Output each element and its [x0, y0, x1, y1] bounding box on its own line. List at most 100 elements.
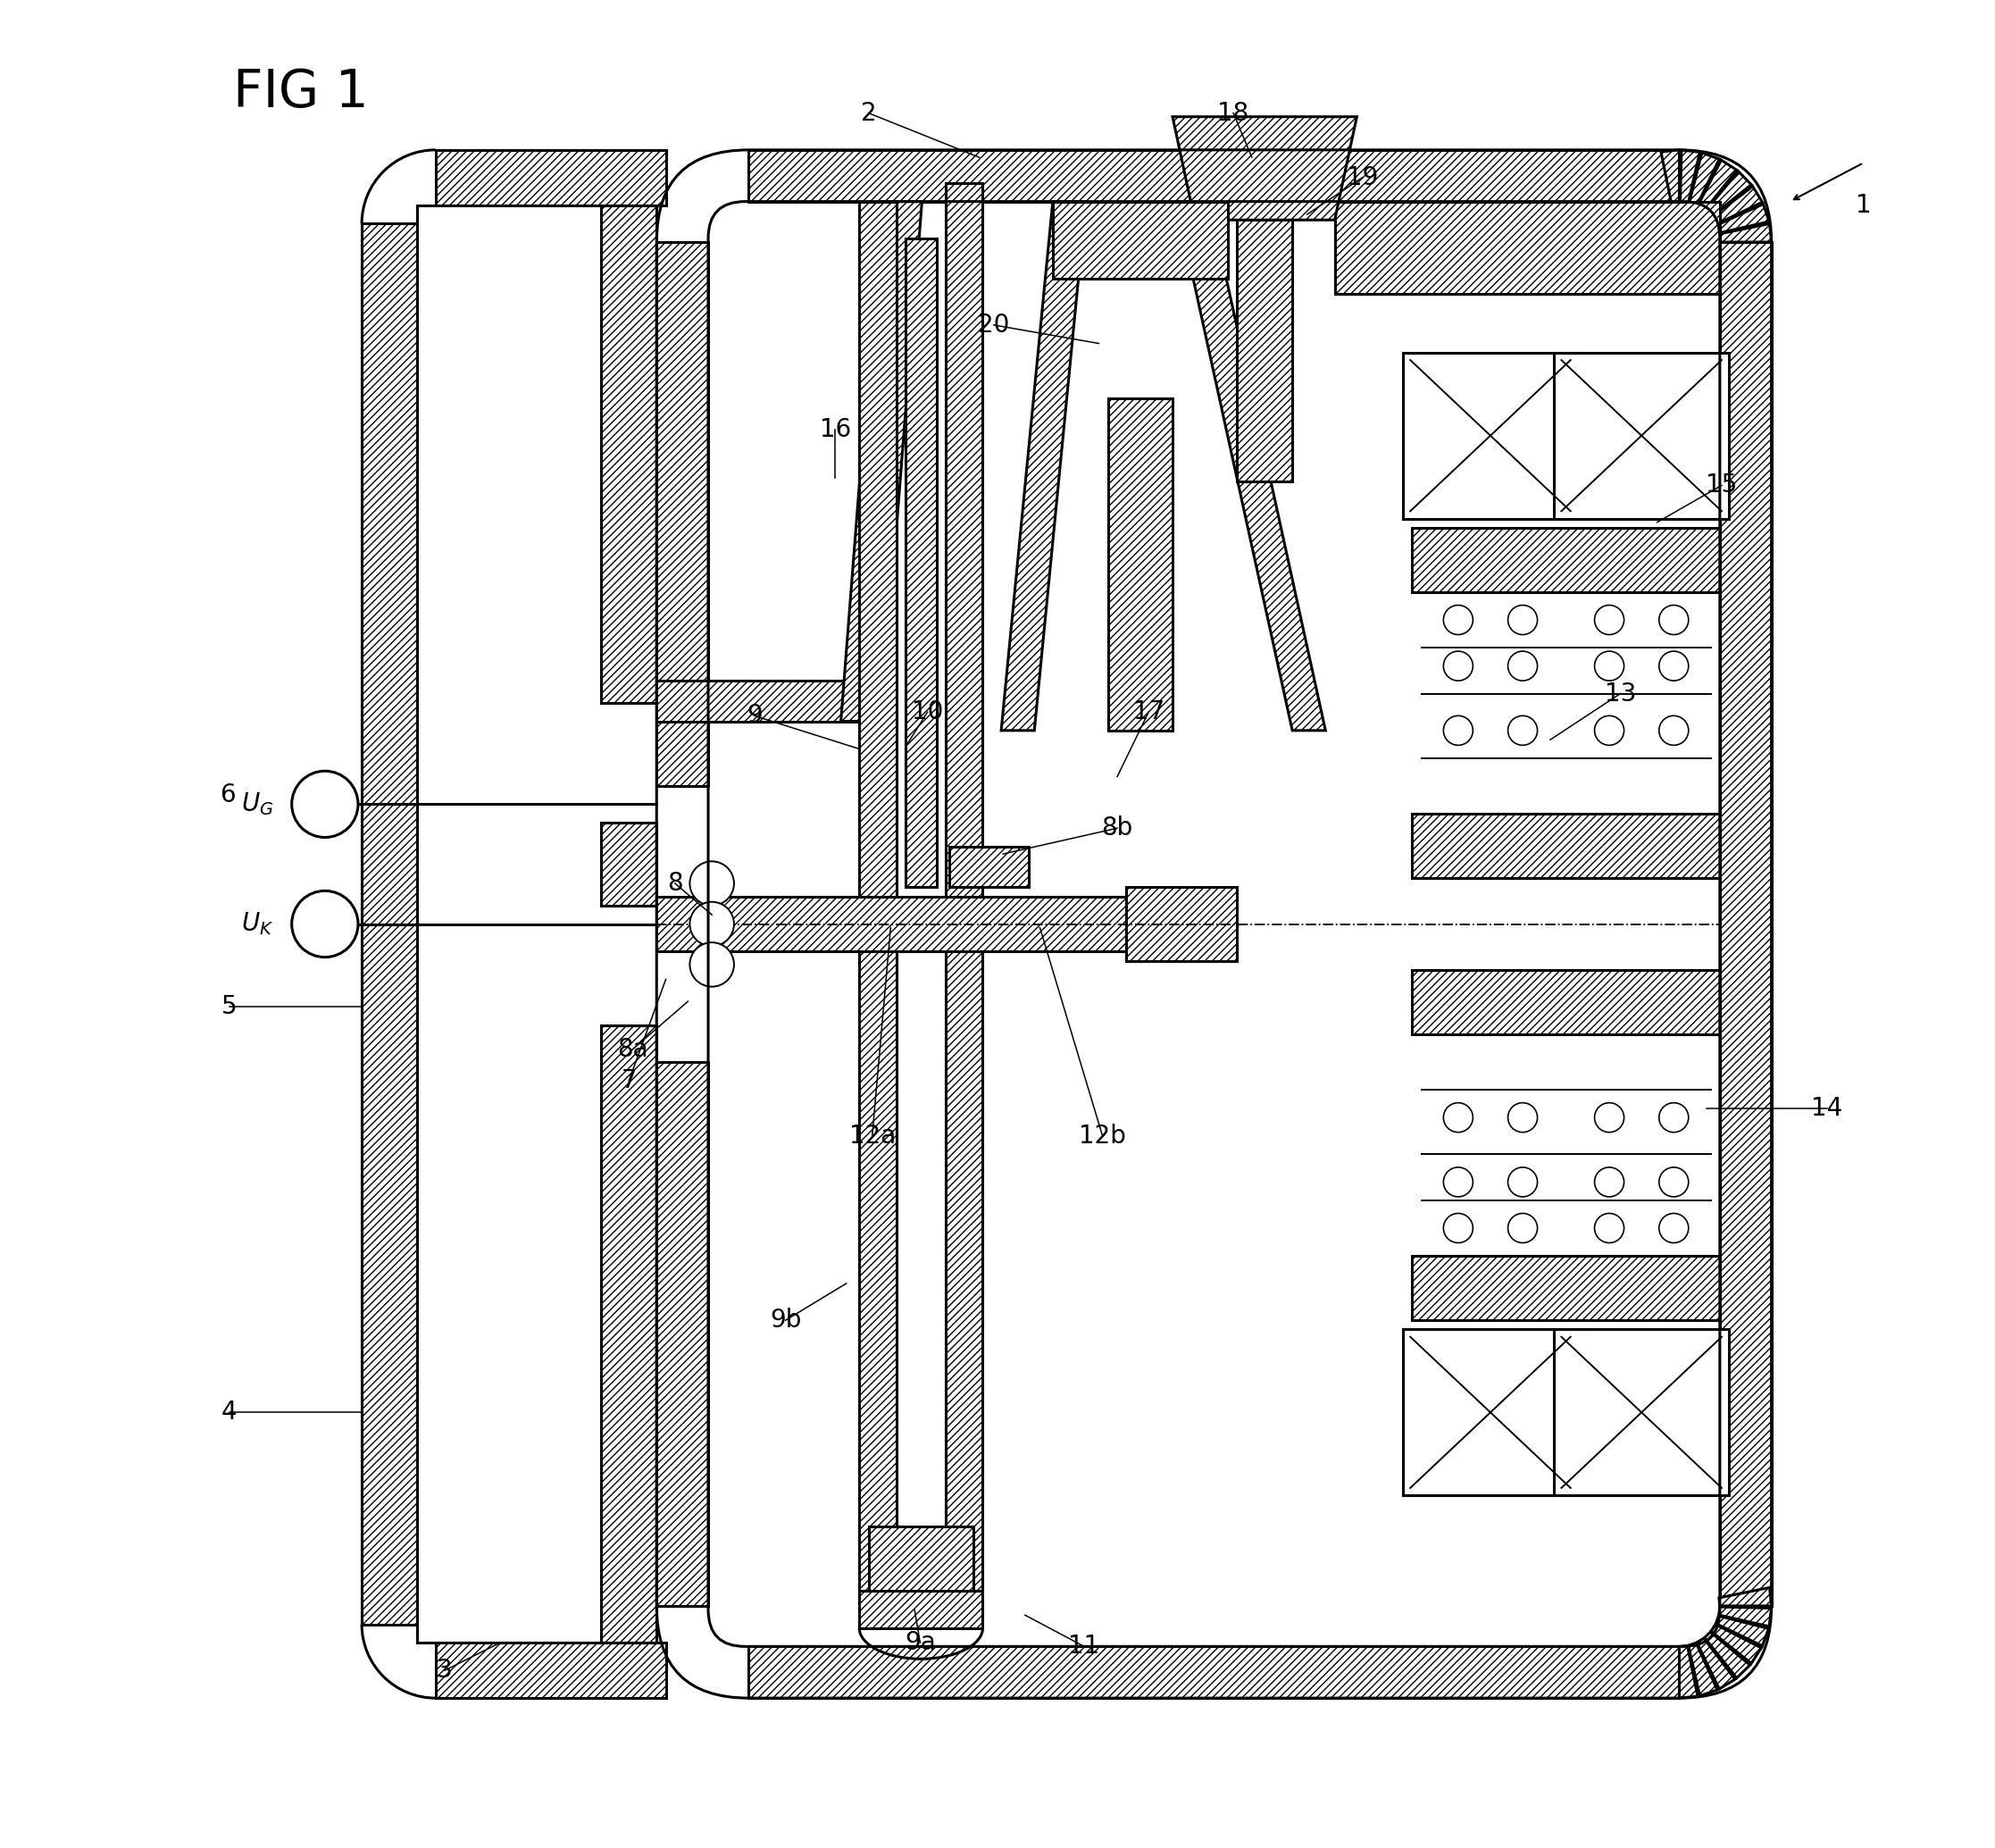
Polygon shape	[1237, 220, 1293, 482]
Text: 2: 2	[860, 100, 876, 126]
Polygon shape	[1402, 1329, 1578, 1495]
Circle shape	[1594, 1214, 1624, 1244]
Circle shape	[1660, 650, 1688, 680]
Circle shape	[1508, 715, 1538, 745]
Text: 16: 16	[820, 418, 852, 442]
Polygon shape	[1698, 1637, 1736, 1689]
Text: 7: 7	[620, 1068, 636, 1094]
Text: 18: 18	[1217, 100, 1249, 126]
Circle shape	[1444, 1103, 1472, 1133]
Text: 5: 5	[221, 994, 237, 1020]
Polygon shape	[1680, 1647, 1698, 1698]
Circle shape	[690, 902, 734, 946]
Circle shape	[1444, 1168, 1472, 1198]
Polygon shape	[868, 1526, 974, 1591]
Circle shape	[690, 942, 734, 987]
Circle shape	[1594, 1168, 1624, 1198]
Circle shape	[1444, 715, 1472, 745]
Polygon shape	[1412, 970, 1720, 1035]
Polygon shape	[1716, 1615, 1770, 1647]
Polygon shape	[1402, 353, 1578, 519]
Polygon shape	[1662, 150, 1680, 201]
Text: 10: 10	[912, 700, 944, 724]
Polygon shape	[1001, 201, 1085, 730]
Text: 3: 3	[437, 1658, 453, 1684]
Polygon shape	[860, 201, 896, 1591]
Circle shape	[1508, 604, 1538, 634]
Polygon shape	[1107, 399, 1173, 730]
Circle shape	[1444, 650, 1472, 680]
Polygon shape	[435, 1643, 666, 1698]
Circle shape	[1660, 715, 1688, 745]
Polygon shape	[361, 224, 417, 1624]
Text: 15: 15	[1706, 473, 1738, 497]
Polygon shape	[1680, 150, 1700, 203]
Polygon shape	[600, 1026, 656, 1643]
Text: 13: 13	[1604, 682, 1636, 706]
Polygon shape	[600, 205, 656, 702]
Circle shape	[1444, 1214, 1472, 1244]
Circle shape	[1660, 1103, 1688, 1133]
Polygon shape	[1690, 153, 1720, 205]
Polygon shape	[1177, 201, 1325, 730]
Circle shape	[291, 891, 357, 957]
Circle shape	[1594, 1103, 1624, 1133]
Circle shape	[1508, 1168, 1538, 1198]
Text: 9b: 9b	[770, 1308, 802, 1332]
Text: 19: 19	[1347, 164, 1379, 190]
Text: 9a: 9a	[904, 1630, 936, 1656]
Polygon shape	[435, 150, 666, 205]
Polygon shape	[906, 238, 938, 887]
Polygon shape	[1698, 161, 1738, 211]
Polygon shape	[1173, 116, 1357, 220]
Polygon shape	[656, 896, 1127, 952]
Text: 11: 11	[1069, 1634, 1099, 1660]
Polygon shape	[1720, 1608, 1772, 1626]
Circle shape	[1508, 650, 1538, 680]
Polygon shape	[748, 1647, 1680, 1698]
Polygon shape	[1720, 224, 1772, 242]
Polygon shape	[1554, 1329, 1730, 1495]
Polygon shape	[656, 1063, 708, 1606]
Polygon shape	[656, 242, 708, 785]
Text: $U_G$: $U_G$	[241, 791, 273, 817]
Text: 14: 14	[1811, 1096, 1843, 1120]
Polygon shape	[1053, 201, 1227, 279]
Polygon shape	[1716, 203, 1770, 233]
Polygon shape	[860, 1591, 984, 1628]
Text: 8: 8	[666, 870, 682, 896]
Circle shape	[1444, 604, 1472, 634]
Polygon shape	[1720, 242, 1772, 1606]
Polygon shape	[1554, 353, 1730, 519]
Text: $U_K$: $U_K$	[241, 911, 273, 937]
Polygon shape	[1335, 201, 1720, 294]
Polygon shape	[748, 150, 1680, 201]
Polygon shape	[1712, 1624, 1762, 1663]
Text: 17: 17	[1133, 700, 1165, 724]
Polygon shape	[1412, 529, 1720, 591]
Circle shape	[1660, 1168, 1688, 1198]
Circle shape	[1594, 715, 1624, 745]
Polygon shape	[1706, 172, 1752, 216]
Circle shape	[1508, 1214, 1538, 1244]
Polygon shape	[1688, 1643, 1718, 1696]
Text: 12b: 12b	[1079, 1124, 1125, 1148]
Polygon shape	[600, 822, 656, 906]
Text: 8b: 8b	[1101, 815, 1133, 841]
Polygon shape	[1412, 1257, 1720, 1319]
Circle shape	[1594, 604, 1624, 634]
Circle shape	[291, 771, 357, 837]
Polygon shape	[1712, 187, 1762, 224]
Polygon shape	[950, 846, 1029, 887]
Circle shape	[1594, 650, 1624, 680]
Circle shape	[1508, 1103, 1538, 1133]
Polygon shape	[946, 183, 984, 1591]
Text: 8a: 8a	[616, 1037, 648, 1063]
Text: 9: 9	[746, 704, 762, 728]
Text: 1: 1	[1855, 192, 1871, 218]
Text: 20: 20	[978, 312, 1009, 338]
Text: 4: 4	[221, 1401, 237, 1425]
Text: FIG 1: FIG 1	[233, 67, 369, 118]
Circle shape	[1660, 1214, 1688, 1244]
Circle shape	[1660, 604, 1688, 634]
